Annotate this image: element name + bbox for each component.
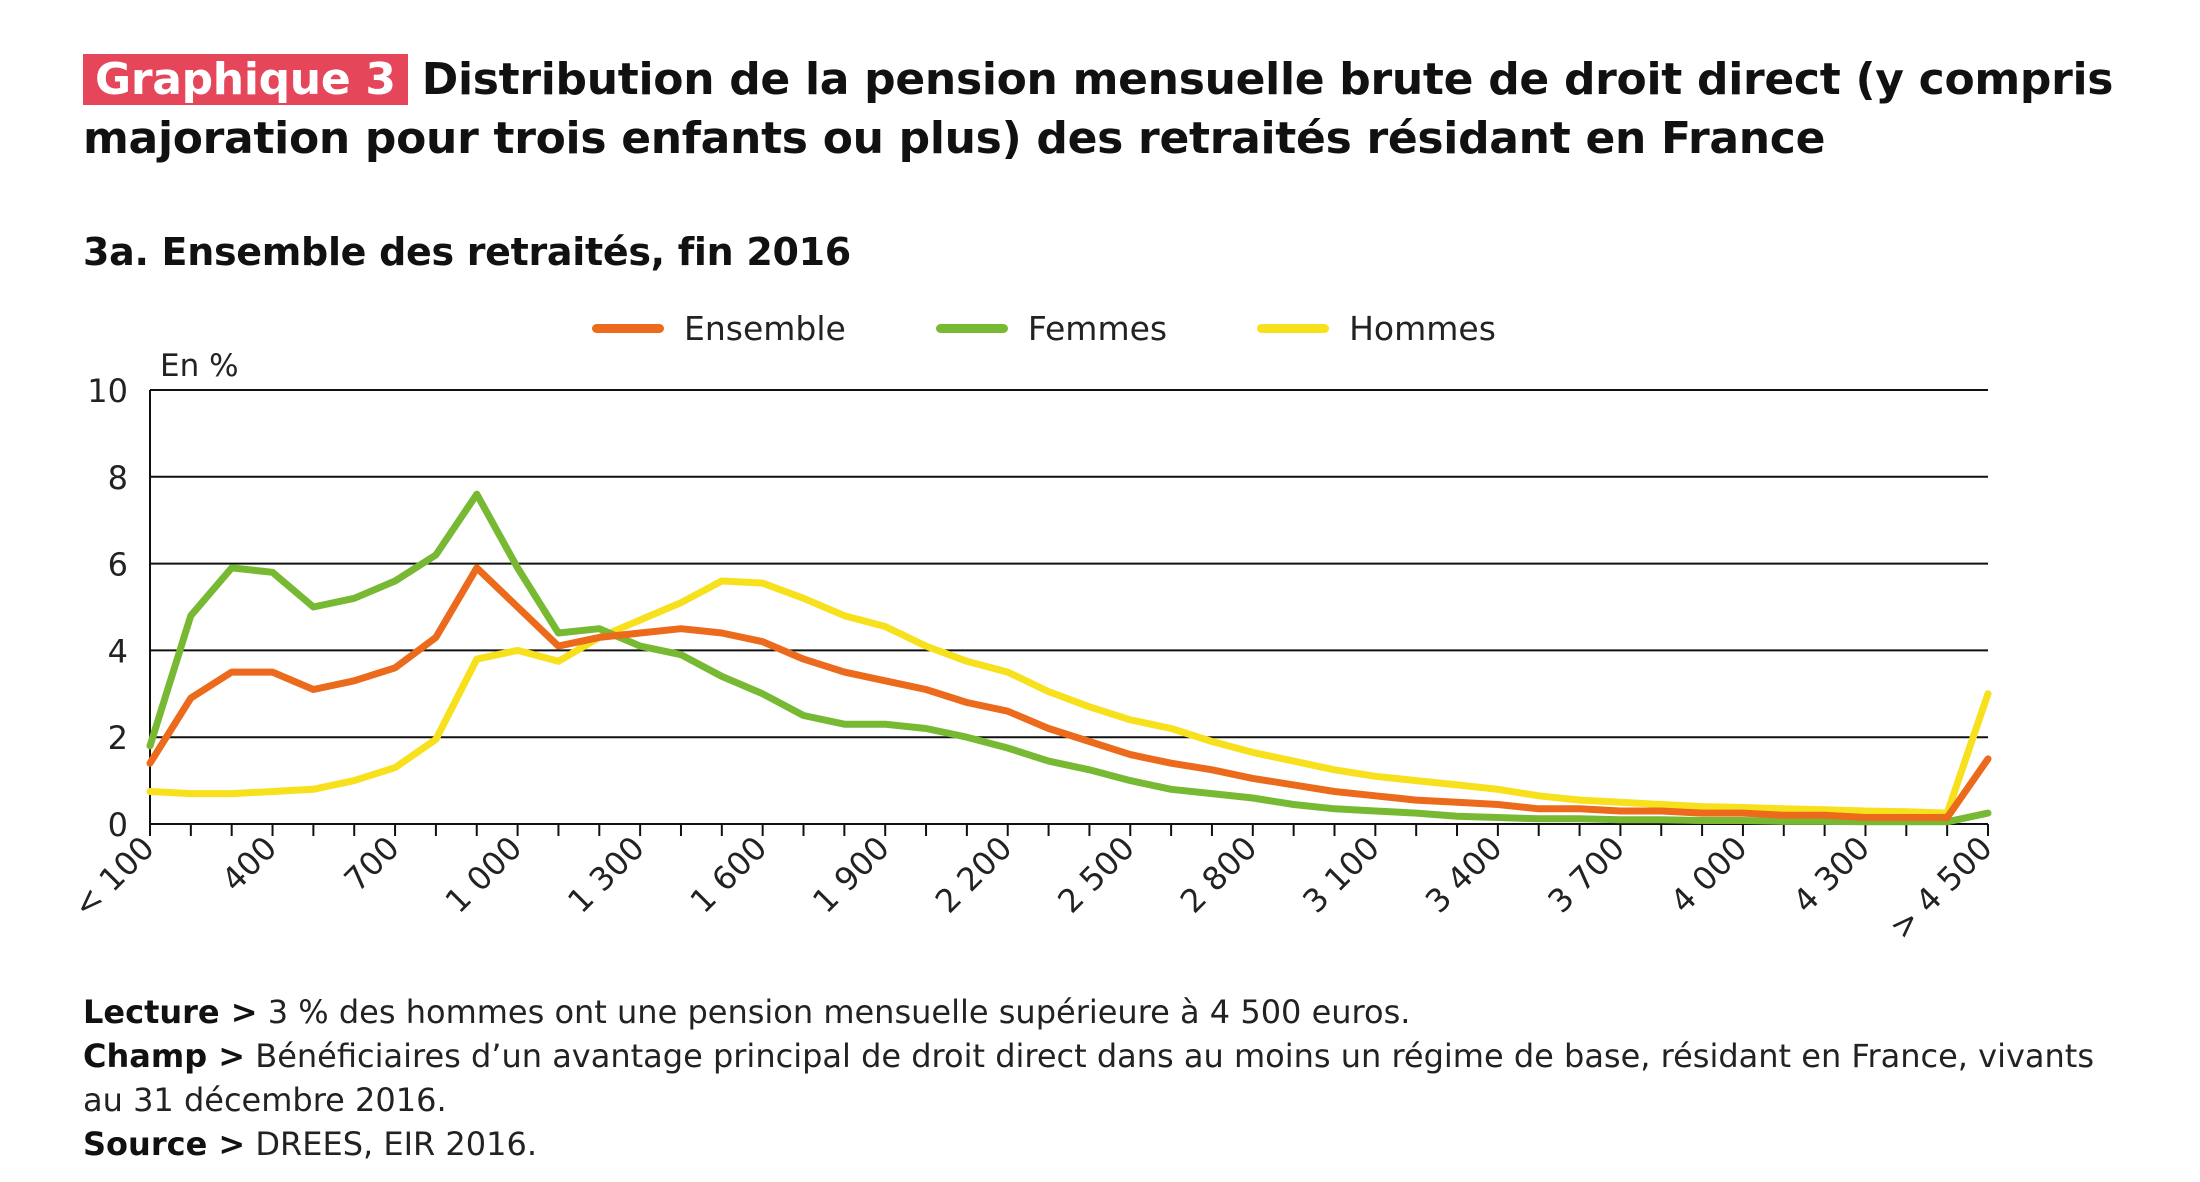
legend: Ensemble Femmes Hommes [592,306,1586,350]
legend-swatch-femmes [935,323,1008,333]
chart-title-block: Graphique 3 Distribution de la pension me… [83,50,2143,168]
note-source-key: Source > [83,1125,246,1163]
y-tick-label: 10 [87,372,128,410]
x-tick-label: 3 100 [1295,829,1387,921]
legend-label-ensemble: Ensemble [684,308,846,348]
x-tick-label: 4 300 [1785,829,1877,921]
notes: Lecture > 3 % des hommes ont une pension… [83,990,2143,1166]
x-tick-label: 2 500 [1050,829,1142,921]
note-source-text: DREES, EIR 2016. [255,1125,538,1163]
legend-item-ensemble: Ensemble [592,309,846,348]
legend-label-femmes: Femmes [1027,308,1168,348]
x-tick-label: > 4 500 [1882,829,2000,947]
note-lecture: Lecture > 3 % des hommes ont une pension… [83,990,2143,1034]
x-tick-label: 1 900 [805,829,897,921]
x-tick-label: 3 400 [1418,829,1510,921]
x-tick-label: 3 700 [1540,829,1632,921]
y-tick-label: 4 [108,632,128,670]
legend-item-femmes: Femmes [935,308,1168,348]
x-tick-label: 4 000 [1663,829,1755,921]
chart-subtitle: 3a. Ensemble des retraités, fin 2016 [83,230,851,274]
note-lecture-key: Lecture > [83,993,258,1031]
series-line-ensemble [146,564,1992,821]
note-champ-key: Champ > [83,1037,246,1075]
note-lecture-text: 3 % des hommes ont une pension mensuelle… [267,993,1411,1031]
y-tick-label: 0 [108,806,128,844]
legend-label-hommes: Hommes [1349,308,1496,348]
note-champ: Champ > Bénéficiaires d’un avantage prin… [83,1034,2143,1122]
x-tick-label: 2 800 [1173,829,1265,921]
y-tick-label: 2 [108,719,128,757]
legend-swatch-hommes [1257,323,1330,333]
note-champ-text: Bénéficiaires d’un avantage principal de… [83,1037,2095,1119]
note-source: Source > DREES, EIR 2016. [83,1122,2143,1166]
series-line-femmes [146,490,1992,826]
y-tick-label: 6 [108,546,128,584]
x-tick-label: 400 [214,829,284,899]
x-tick-label: 1 600 [683,829,775,921]
series-line-hommes [146,577,1992,817]
legend-swatch-ensemble [592,323,664,333]
graphique-badge: Graphique 3 [83,54,408,105]
x-tick-label: 2 200 [928,829,1020,921]
legend-item-hommes: Hommes [1257,309,1496,348]
y-axis-label: En % [160,348,239,384]
chart-title: Distribution de la pension mensuelle bru… [83,54,2114,164]
x-tick-label: 1 300 [560,829,652,921]
x-tick-label: 1 000 [438,829,530,921]
y-tick-label: 8 [108,459,128,497]
x-tick-label: 700 [337,829,407,899]
